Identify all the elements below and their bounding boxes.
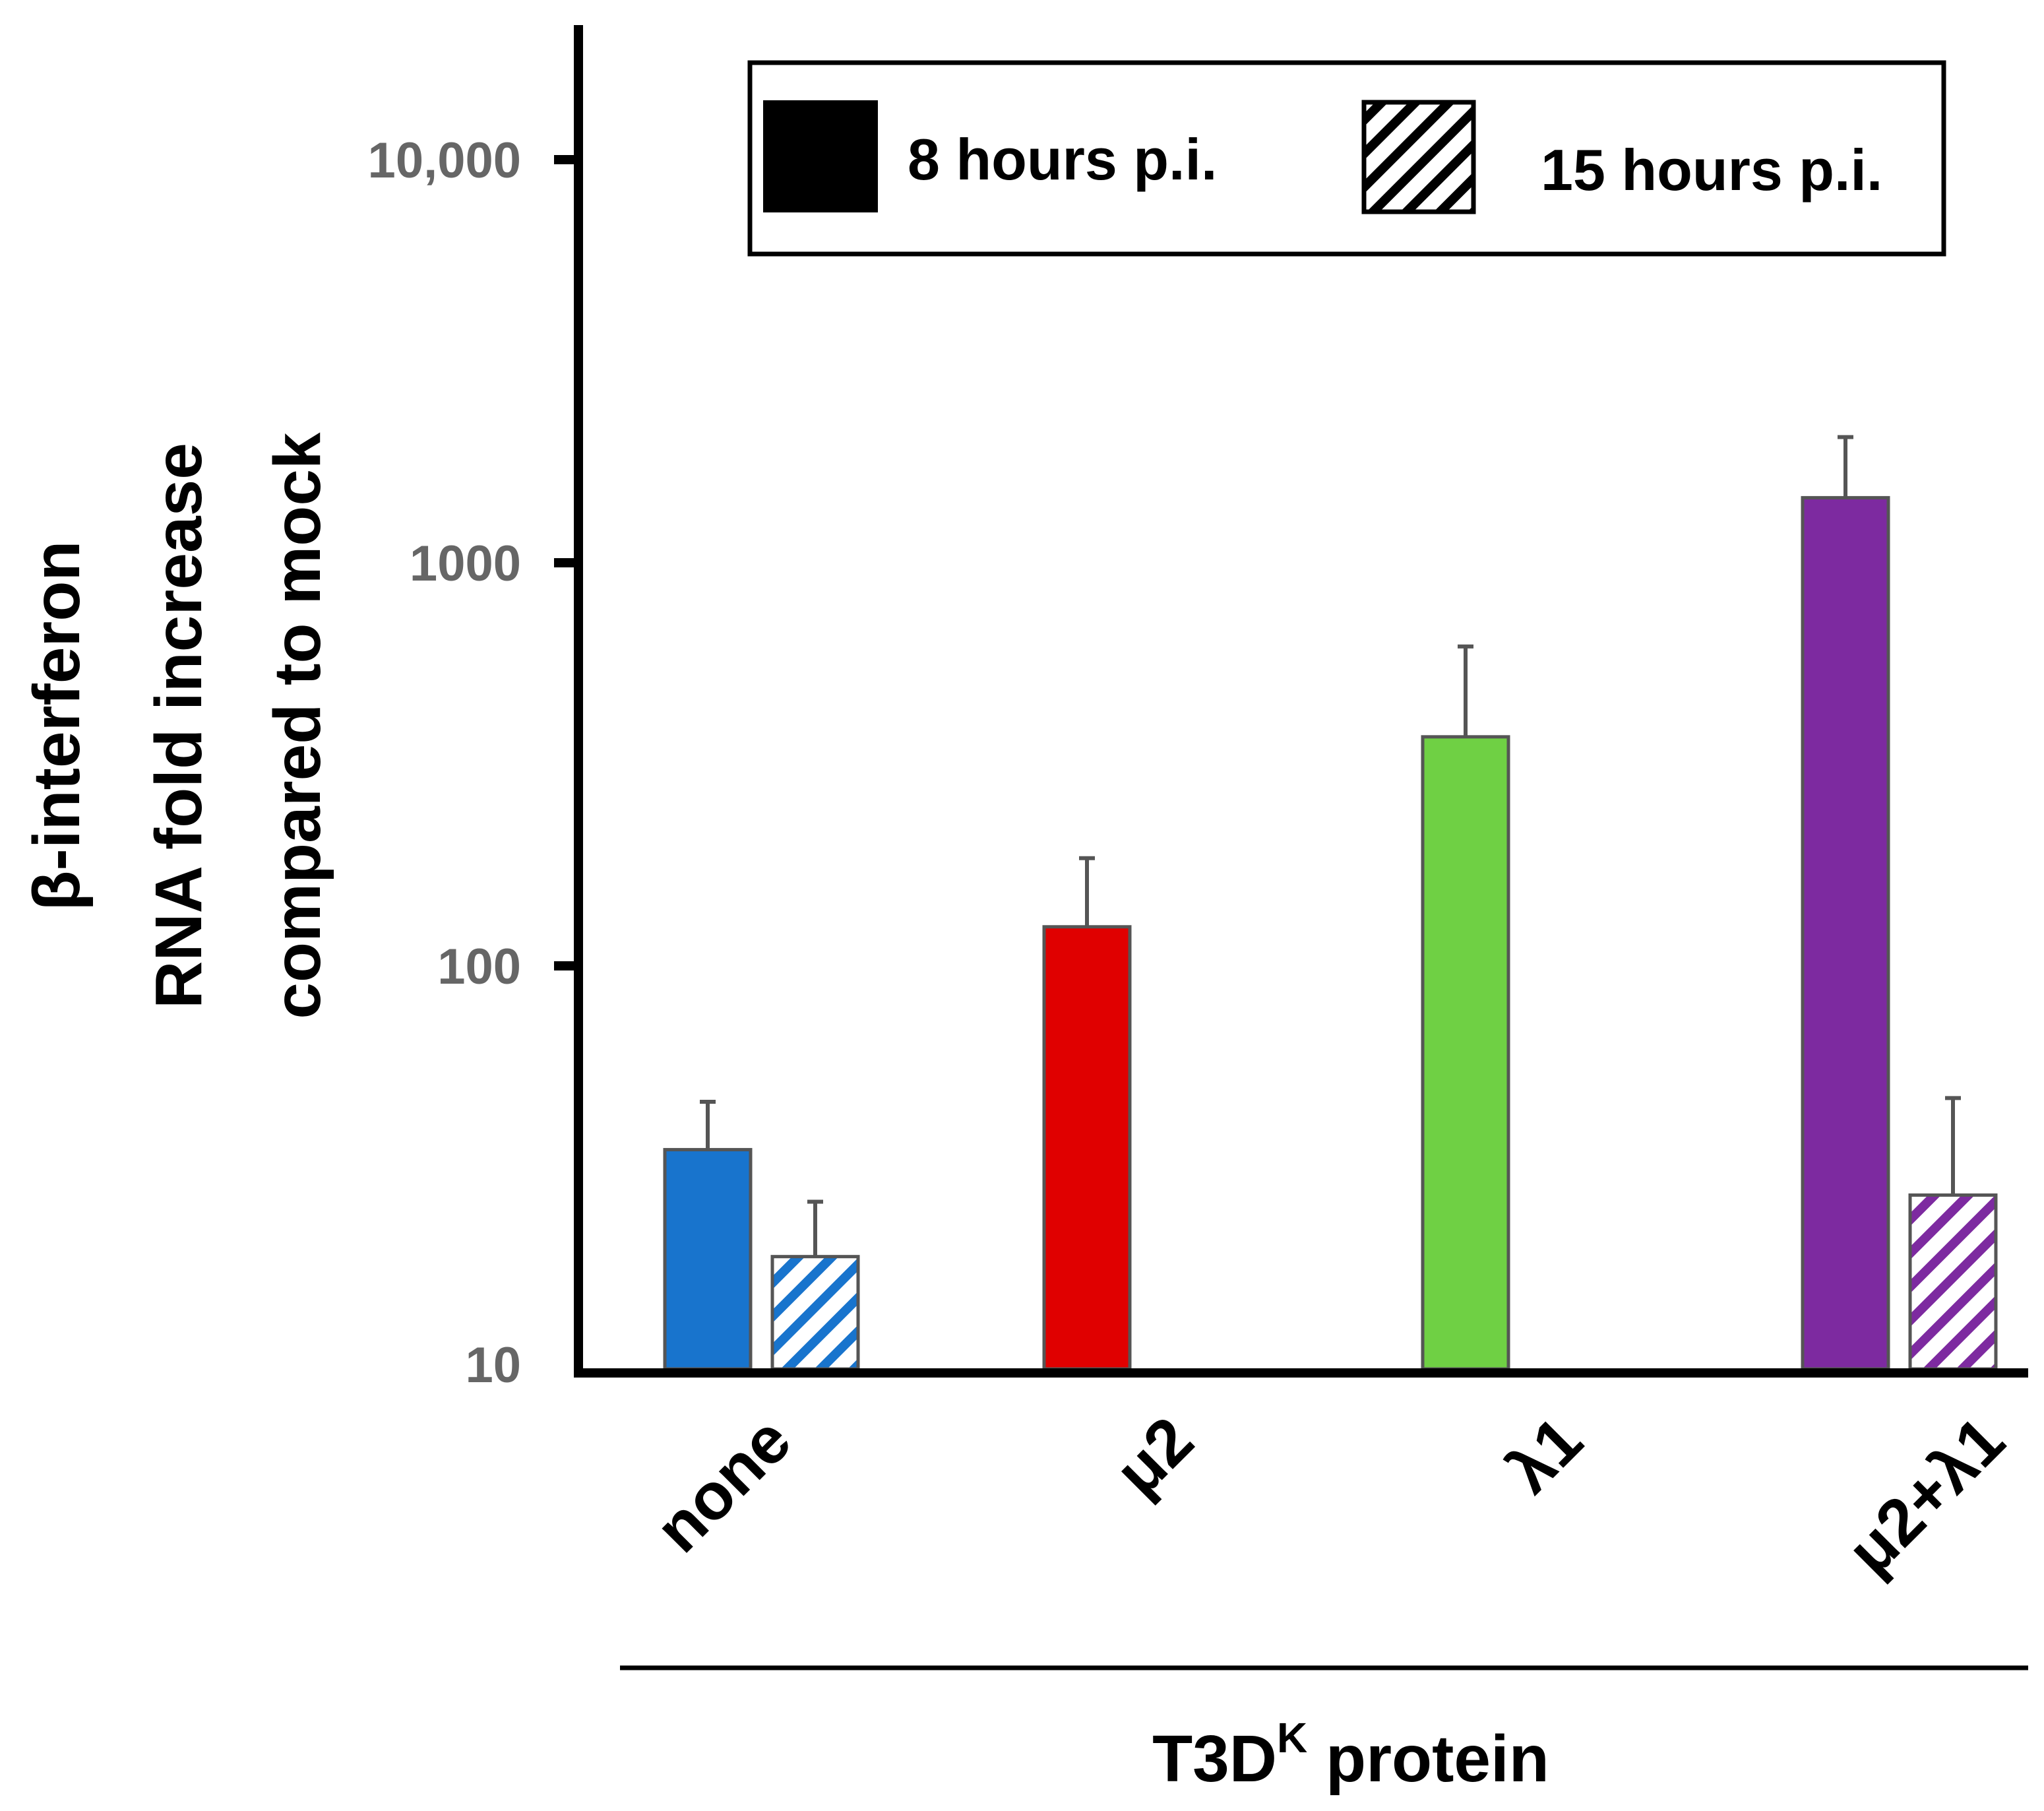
- legend: 8 hours p.i. 15 hours p.i.: [747, 60, 1946, 257]
- y-axis-title-line-1: β-interferon: [20, 540, 94, 910]
- bar-mu2-8h: [1042, 925, 1132, 1371]
- x-axis-title-superscript: K: [1277, 1714, 1307, 1762]
- category-label-lambda1: λ1: [1493, 1403, 1597, 1507]
- x-axis-title-main: T3D: [1152, 1722, 1277, 1796]
- x-axis-title-rest: protein: [1307, 1722, 1549, 1796]
- bar-lambda1-8h: [1421, 735, 1510, 1371]
- legend-swatch-solid: [763, 100, 878, 212]
- y-axis-title: β-interferon RNA fold increase compared …: [20, 432, 334, 1019]
- category-label-mu2: μ2: [1101, 1403, 1208, 1509]
- y-ticks: 10,000 1000 100 10: [368, 133, 578, 1393]
- y-axis-title-line-2: RNA fold increase: [142, 443, 216, 1009]
- y-axis-title-line-3: compared to mock: [261, 432, 334, 1019]
- category-label-none: none: [641, 1403, 805, 1566]
- legend-label-15h: 15 hours p.i.: [1541, 137, 1882, 203]
- y-tick-label-2: 100: [437, 939, 521, 995]
- y-tick-label-1: 1000: [410, 536, 521, 592]
- x-axis-title: T3DK protein: [1152, 1714, 1549, 1796]
- legend-label-8h: 8 hours p.i.: [908, 127, 1217, 192]
- error-bars: [700, 435, 1961, 1257]
- bar-none-15h: [770, 1255, 860, 1371]
- bar-mu2-lambda1-8h: [1801, 495, 1890, 1371]
- category-labels: none μ2 λ1 μ2+λ1: [641, 1403, 2018, 1589]
- y-tick-label-0: 10,000: [368, 133, 521, 189]
- category-label-mu2-lambda1: μ2+λ1: [1833, 1403, 2019, 1589]
- bars: [663, 495, 1998, 1371]
- legend-swatch-hatched: [1361, 100, 1476, 214]
- y-tick-label-3: 10: [465, 1337, 521, 1393]
- bar-none-8h: [663, 1148, 753, 1371]
- legend-frame: [747, 60, 1946, 257]
- bar-mu2-lambda1-15h: [1908, 1193, 1998, 1371]
